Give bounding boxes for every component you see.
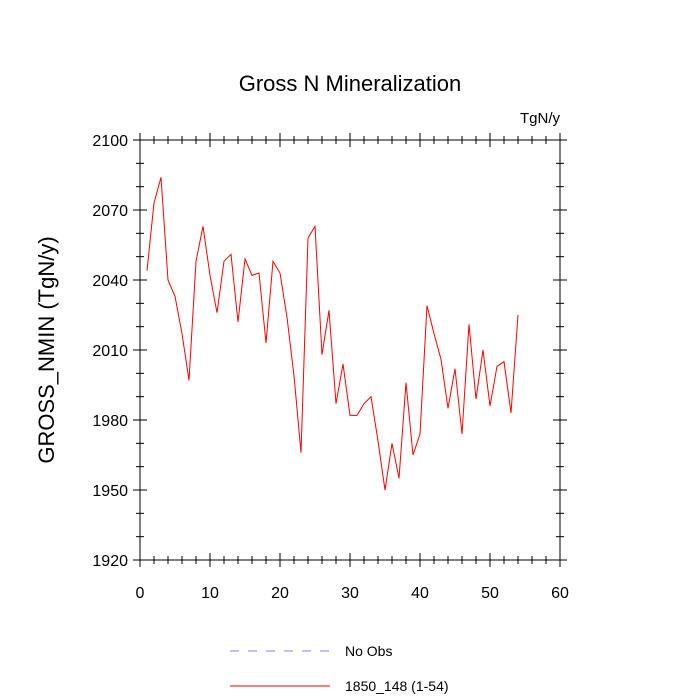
x-tick-labels: 0 10 20 30 40 50 60 bbox=[136, 585, 569, 602]
y-tick-label: 1980 bbox=[92, 413, 128, 430]
x-tick-label: 40 bbox=[411, 585, 429, 602]
y-tick-label: 2070 bbox=[92, 203, 128, 220]
series-layer bbox=[146, 177, 519, 491]
x-tick-label: 20 bbox=[271, 585, 289, 602]
y-tick-label: 2100 bbox=[92, 133, 128, 150]
y-tick-labels: 1920 1950 1980 2010 2040 2070 2100 bbox=[92, 133, 128, 570]
series-line-1850-148 bbox=[146, 177, 519, 491]
chart-title: Gross N Mineralization bbox=[239, 71, 462, 96]
legend-label-1850-148: 1850_148 (1-54) bbox=[345, 678, 449, 694]
units-label: TgN/y bbox=[520, 110, 561, 127]
legend-label-no-obs: No Obs bbox=[345, 643, 392, 659]
axis-ticks bbox=[133, 133, 567, 567]
y-tick-label: 1920 bbox=[92, 553, 128, 570]
y-tick-label: 2010 bbox=[92, 343, 128, 360]
y-axis-label: GROSS_NMIN (TgN/y) bbox=[34, 236, 59, 463]
y-tick-label: 1950 bbox=[92, 483, 128, 500]
x-tick-label: 10 bbox=[201, 585, 219, 602]
y-tick-label: 2040 bbox=[92, 273, 128, 290]
plot-frame bbox=[139, 139, 561, 561]
x-tick-label: 50 bbox=[481, 585, 499, 602]
x-tick-label: 30 bbox=[341, 585, 359, 602]
x-tick-label: 60 bbox=[551, 585, 569, 602]
legend: No Obs 1850_148 (1-54) bbox=[230, 643, 449, 694]
x-tick-label: 0 bbox=[136, 585, 145, 602]
